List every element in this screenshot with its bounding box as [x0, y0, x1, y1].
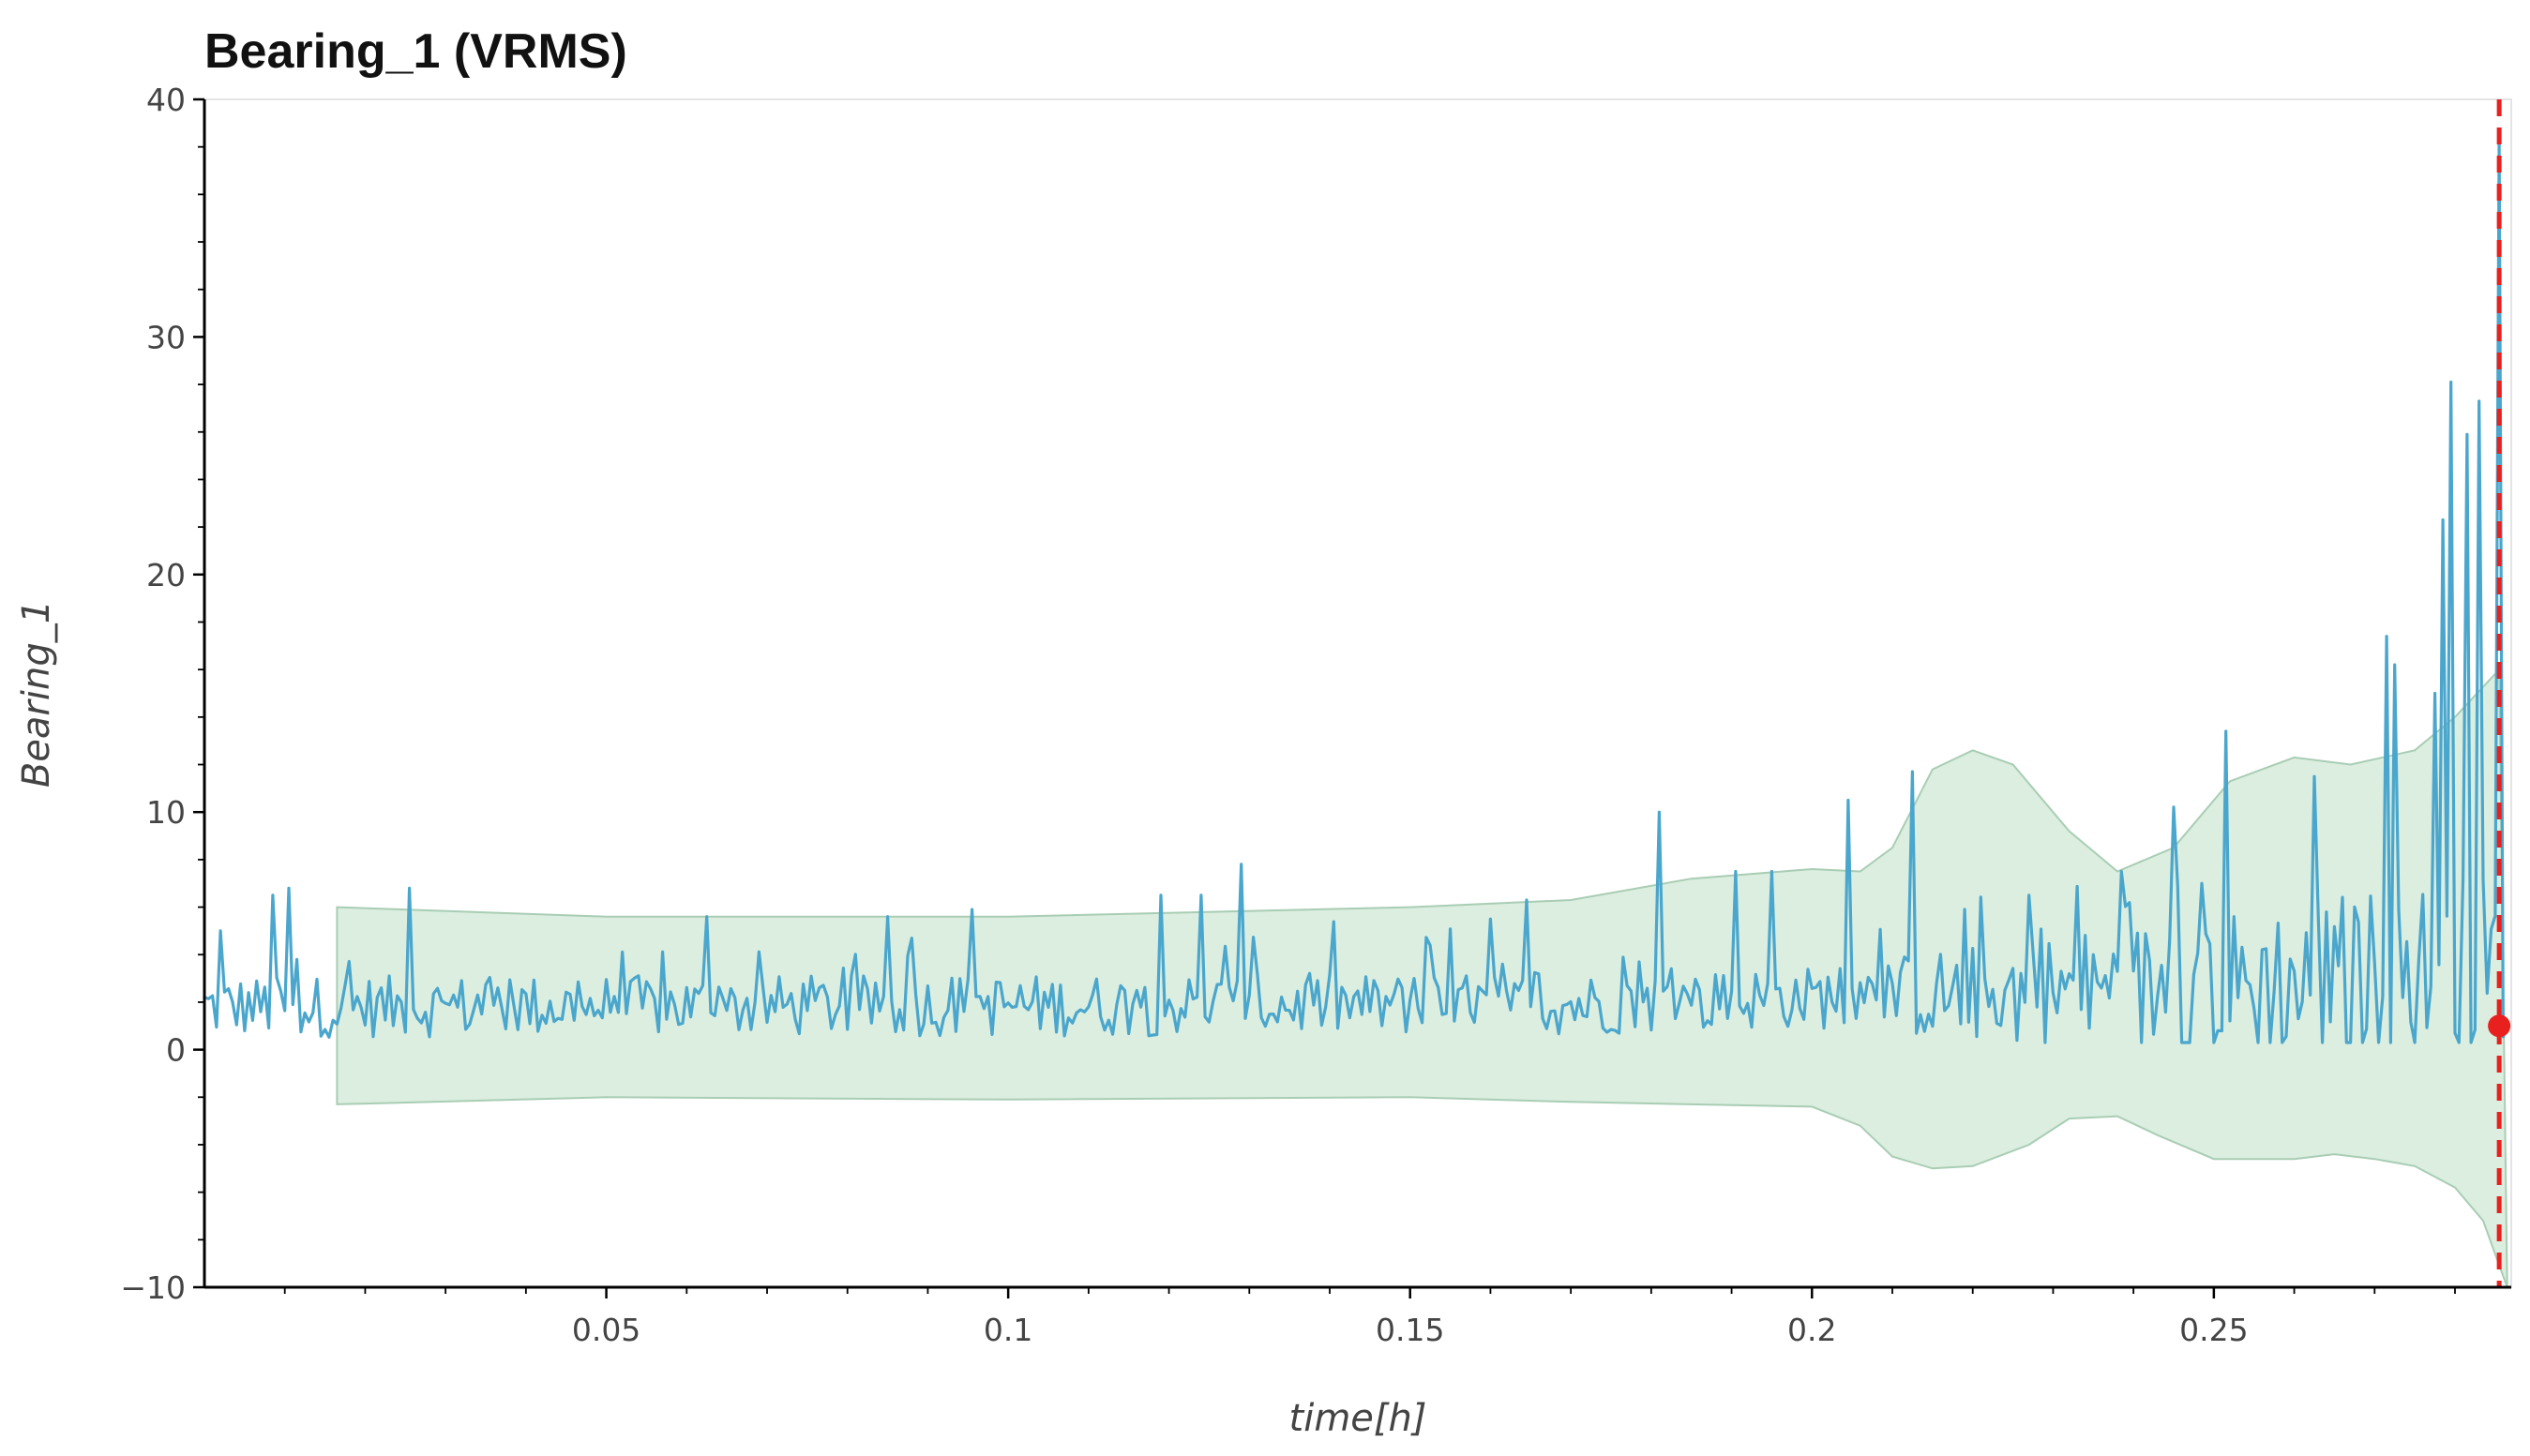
- y-tick-label: 20: [146, 557, 186, 593]
- y-tick-label: −10: [120, 1269, 186, 1306]
- x-tick-label: 0.05: [572, 1312, 640, 1348]
- y-tick-label: 0: [166, 1032, 186, 1069]
- end-point-marker: [2488, 1014, 2511, 1038]
- y-axis-label: Bearing_1: [15, 600, 58, 788]
- y-tick-label: 40: [146, 82, 186, 118]
- x-axis-label: time[h]: [1289, 1397, 1427, 1440]
- y-tick-label: 10: [146, 794, 186, 831]
- y-tick-label: 30: [146, 319, 186, 355]
- x-tick-label: 0.25: [2179, 1312, 2248, 1348]
- confidence-band: [336, 667, 2508, 1288]
- x-tick-label: 0.1: [984, 1312, 1032, 1348]
- axes: −10 0 10 20 30 40 0.05 0.1 0.15 0.2 0.25: [120, 82, 2511, 1348]
- plot-area: [203, 99, 2511, 1288]
- signal-line: [203, 138, 2509, 1044]
- x-tick-label: 0.2: [1787, 1312, 1836, 1348]
- x-tick-label: 0.15: [1376, 1312, 1444, 1348]
- chart-title: Bearing_1 (VRMS): [204, 24, 627, 79]
